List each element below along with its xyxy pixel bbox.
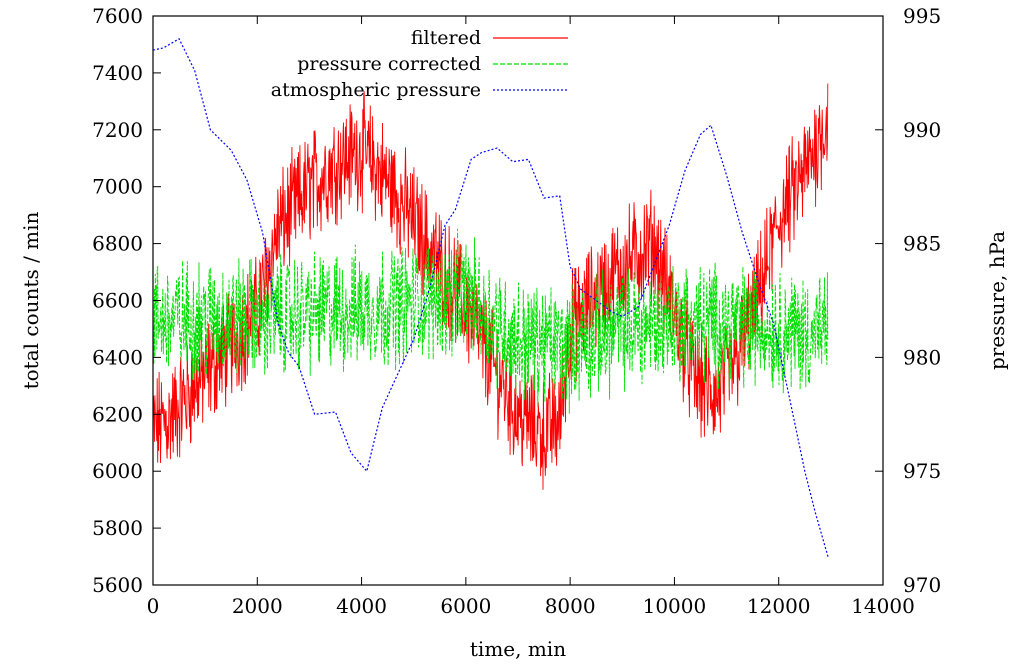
y-left-tick-label: 6000 (92, 459, 143, 483)
y-right-tick-label: 975 (903, 459, 941, 483)
x-tick-label: 14000 (851, 594, 915, 618)
series-line-pressure-corrected (153, 228, 829, 414)
y-right-tick-label: 985 (903, 232, 941, 256)
x-tick-label: 2000 (232, 594, 283, 618)
x-tick-label: 12000 (747, 594, 811, 618)
legend-label: filtered (411, 27, 481, 49)
y-left-tick-label: 6800 (92, 232, 143, 256)
y-left-tick-label: 7600 (92, 4, 143, 28)
legend-label: atmospheric pressure (271, 79, 481, 101)
y-right-tick-label: 995 (903, 4, 941, 28)
x-tick-label: 10000 (643, 594, 707, 618)
x-tick-label: 4000 (336, 594, 387, 618)
x-tick-label: 8000 (545, 594, 596, 618)
y-left-tick-label: 6600 (92, 289, 143, 313)
y-left-tick-label: 7000 (92, 175, 143, 199)
y-axis-left-title: total counts / min (19, 211, 43, 389)
axis-ticks: 0 2000 4000 6000 8000 10000 12000 14000 5600 5800… (92, 4, 941, 618)
x-axis-title: time, min (470, 637, 566, 661)
x-tick-label: 0 (147, 594, 160, 618)
legend-label: pressure corrected (297, 53, 481, 75)
plot-series (153, 37, 829, 558)
legend: filtered pressure corrected atmospheric pr… (271, 27, 568, 101)
y-left-tick-label: 7400 (92, 61, 143, 85)
series-line-filtered (153, 83, 829, 490)
y-left-tick-label: 6200 (92, 402, 143, 426)
series-line-atmospheric-pressure (153, 37, 829, 558)
y-axis-right-title: pressure, hPa (985, 231, 1009, 370)
x-tick-label: 6000 (440, 594, 491, 618)
y-right-tick-label: 970 (903, 573, 941, 597)
y-right-tick-label: 990 (903, 118, 941, 142)
y-left-tick-label: 7200 (92, 118, 143, 142)
y-left-tick-label: 5600 (92, 573, 143, 597)
y-left-tick-label: 5800 (92, 516, 143, 540)
y-left-tick-label: 6400 (92, 345, 143, 369)
y-right-tick-label: 980 (903, 345, 941, 369)
